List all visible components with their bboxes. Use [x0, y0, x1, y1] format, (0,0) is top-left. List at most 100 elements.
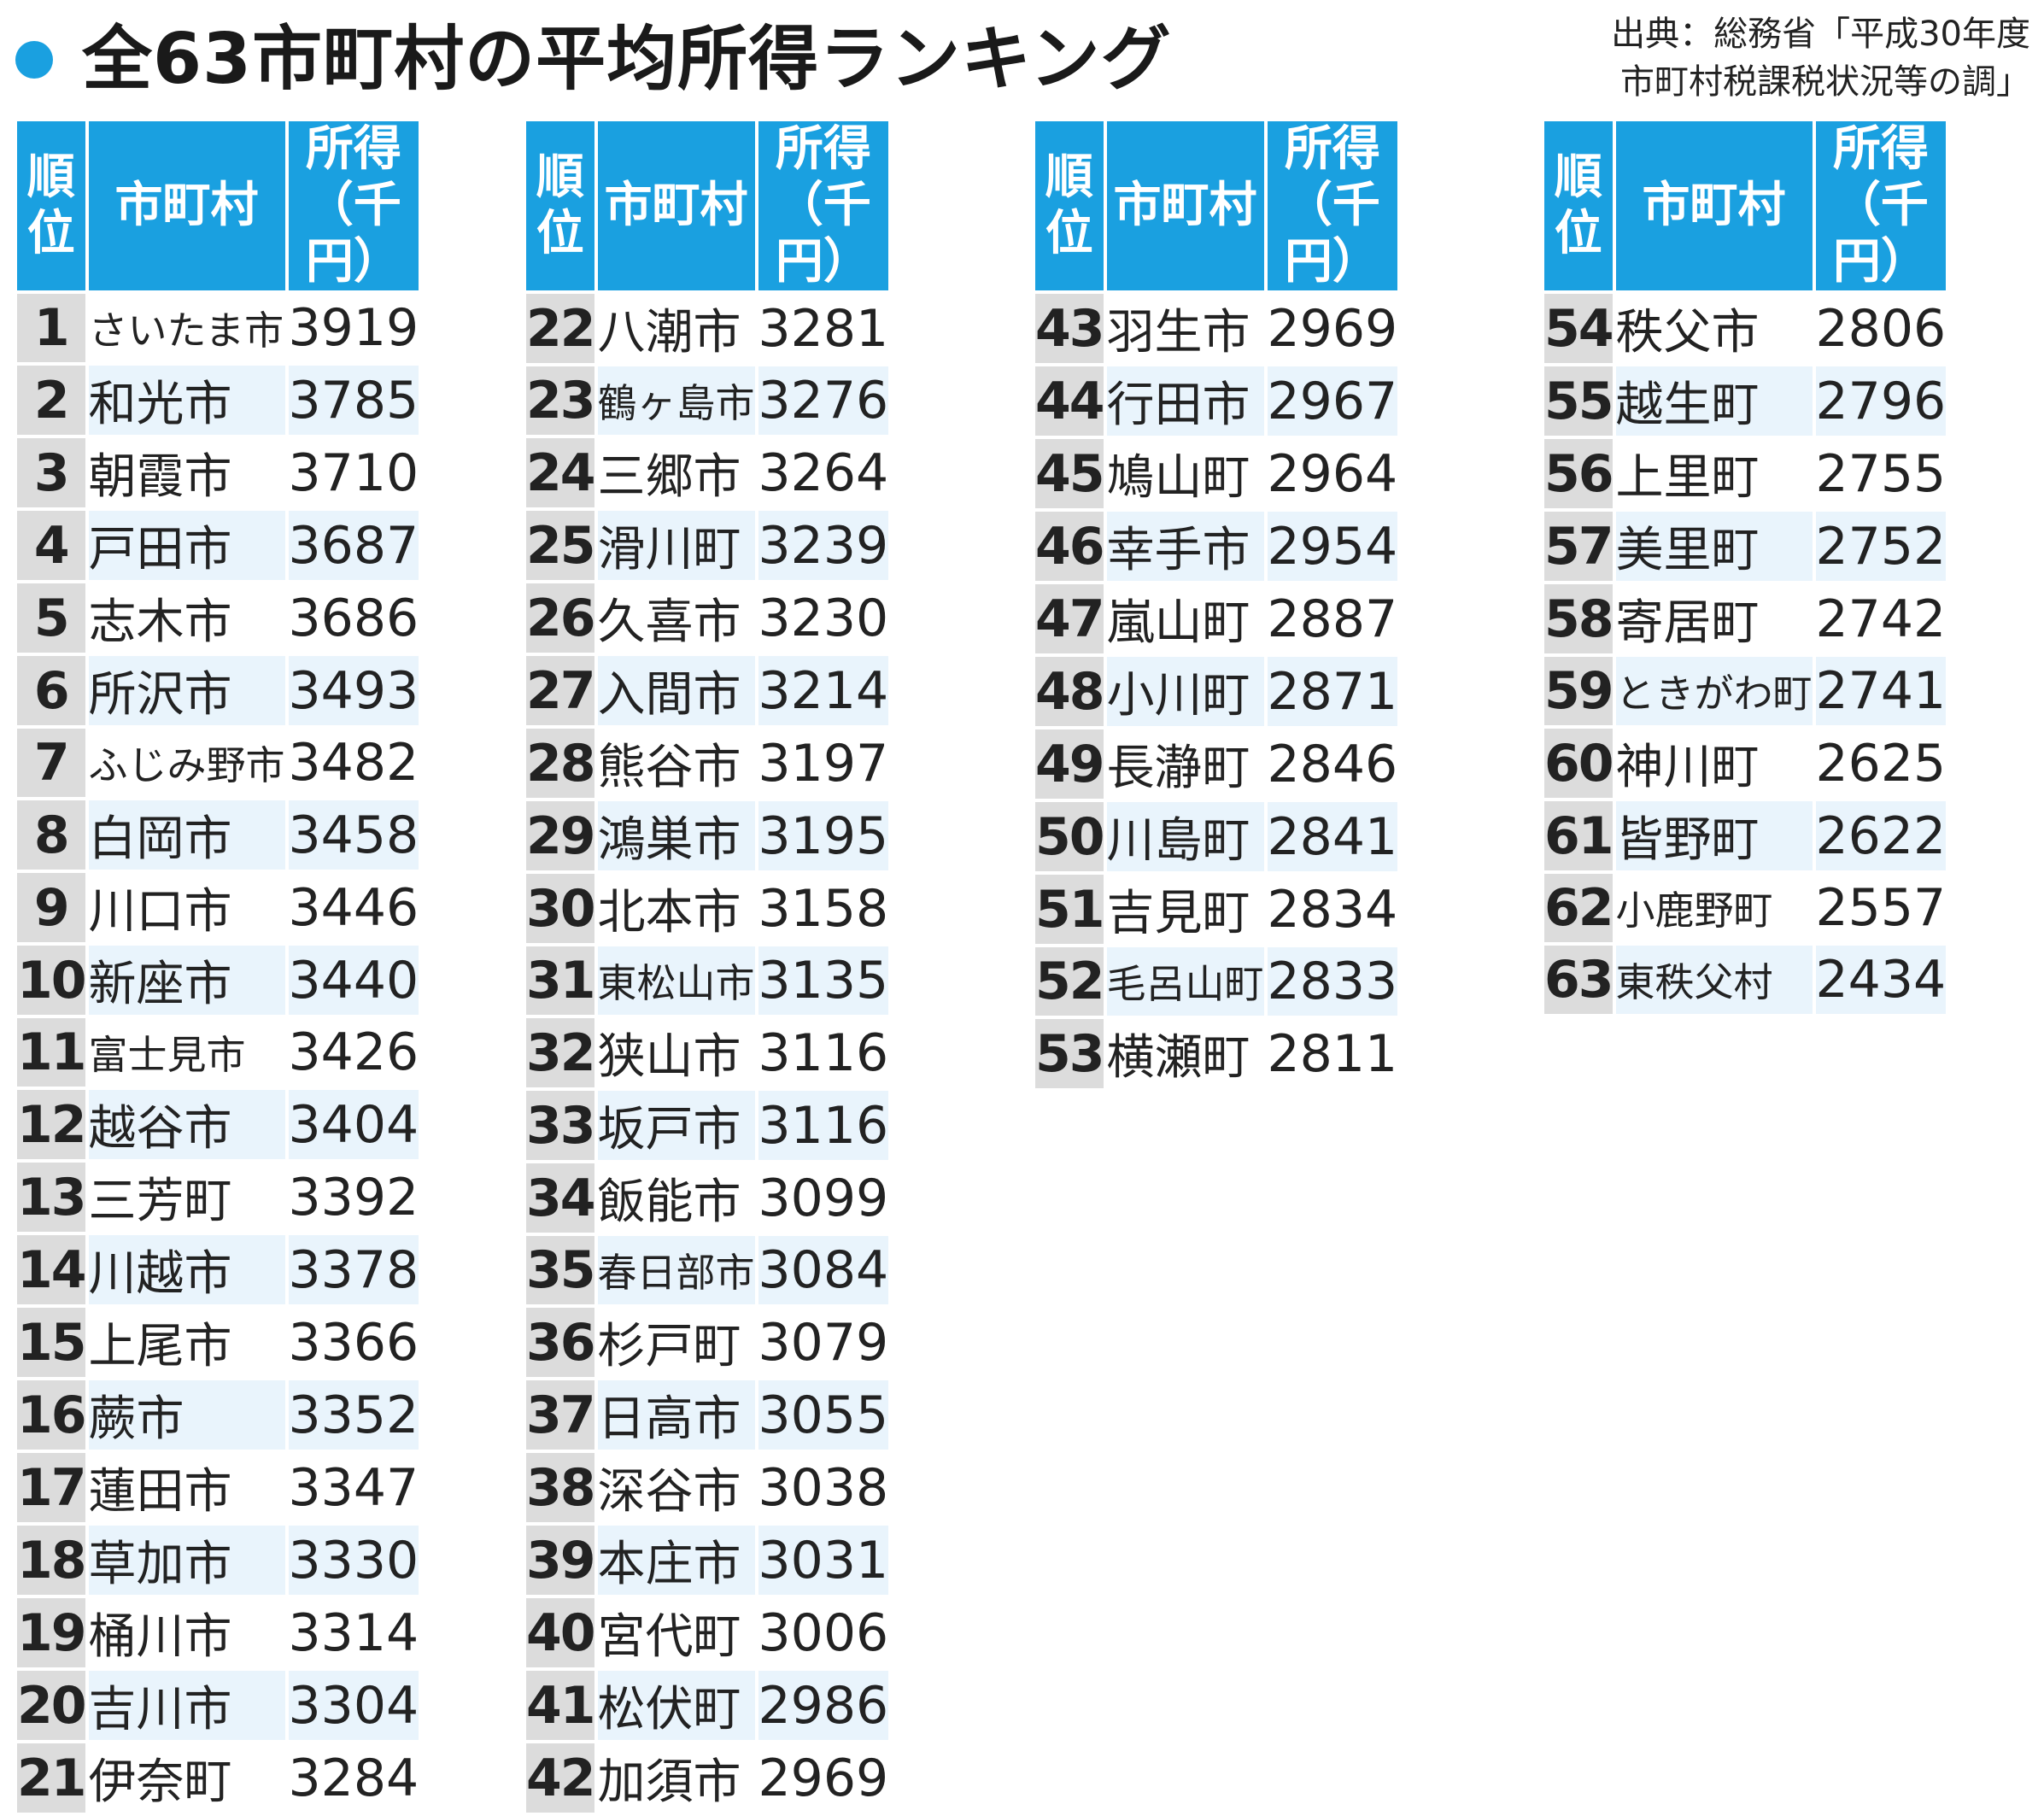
income-cell: 3687	[288, 511, 419, 580]
rank-cell: 33	[526, 1091, 595, 1160]
income-cell: 3031	[758, 1526, 889, 1595]
table-row: 40 宮代町 3006	[526, 1598, 888, 1667]
header-income: 所得 （千円）	[758, 121, 889, 290]
table-row: 55 越生町 2796	[1544, 366, 1947, 436]
income-cell: 2833	[1267, 947, 1398, 1016]
municipality-cell: ふじみ野市	[88, 742, 285, 788]
table-row: 50 川島町 2841	[1035, 802, 1398, 871]
municipality-cell: 越生町	[1615, 366, 1813, 436]
rank-cell: 47	[1035, 584, 1104, 653]
income-cell: 2557	[1815, 878, 1947, 938]
income-cell: 3352	[288, 1380, 419, 1450]
income-cell: 3304	[288, 1671, 419, 1740]
municipality-cell: 蕨市	[88, 1380, 285, 1450]
rank-cell: 35	[526, 1236, 595, 1304]
municipality-cell: 宮代町	[597, 1609, 741, 1665]
income-cell: 2806	[1815, 298, 1947, 359]
income-cell: 3686	[288, 588, 419, 648]
rank-cell: 23	[526, 366, 595, 435]
municipality-cell: 杉戸町	[597, 1319, 741, 1374]
rank-cell: 17	[17, 1453, 86, 1522]
municipality-cell: 川口市	[88, 884, 232, 940]
municipality-cell: 八潮市	[597, 305, 741, 360]
table-row: 20 吉川市 3304	[17, 1671, 419, 1740]
income-cell: 2969	[758, 1748, 889, 1808]
income-cell: 2871	[1267, 657, 1398, 726]
rank-cell: 52	[1035, 947, 1104, 1016]
income-cell: 2796	[1815, 366, 1947, 436]
municipality-cell: 皆野町	[1615, 801, 1813, 870]
income-cell: 2986	[758, 1671, 889, 1740]
rank-cell: 34	[526, 1163, 595, 1233]
income-cell: 3084	[758, 1236, 889, 1304]
rank-cell: 14	[17, 1235, 86, 1304]
rank-cell: 50	[1035, 802, 1104, 871]
rank-cell: 53	[1035, 1019, 1104, 1088]
rank-cell: 1	[17, 294, 85, 362]
municipality-cell: 富士見市	[88, 1032, 246, 1078]
table-row: 26 久喜市 3230	[526, 583, 888, 653]
municipality-cell: 加須市	[597, 1754, 741, 1810]
income-cell: 2887	[1267, 589, 1398, 649]
municipality-cell: 桶川市	[88, 1609, 232, 1665]
income-cell: 3135	[758, 946, 889, 1015]
rank-cell: 27	[526, 656, 595, 725]
income-cell: 2841	[1267, 802, 1398, 871]
header-municipality: 市町村	[1106, 121, 1264, 290]
table-row: 10 新座市 3440	[17, 946, 419, 1015]
municipality-cell: 毛呂山町	[1106, 947, 1264, 1016]
municipality-cell: 幸手市	[1106, 512, 1264, 581]
table-row: 37 日高市 3055	[526, 1380, 889, 1450]
table-row: 6 所沢市 3493	[17, 656, 419, 725]
income-cell: 2752	[1815, 512, 1947, 581]
table-row: 59 ときがわ町 2741	[1544, 657, 1947, 725]
income-cell: 3440	[288, 946, 419, 1015]
income-cell: 3919	[288, 298, 419, 358]
municipality-cell: 草加市	[88, 1526, 285, 1595]
rank-cell: 4	[17, 511, 85, 580]
income-cell: 3079	[758, 1312, 889, 1373]
table-row: 60 神川町 2625	[1544, 729, 1946, 798]
municipality-cell: 久喜市	[597, 595, 741, 650]
municipality-cell: 深谷市	[597, 1464, 741, 1520]
table-row: 33 坂戸市 3116	[526, 1091, 889, 1160]
income-cell: 2834	[1267, 879, 1398, 940]
rank-cell: 13	[17, 1163, 86, 1232]
rank-cell: 7	[17, 729, 85, 797]
table-row: 5 志木市 3686	[17, 583, 419, 653]
rank-cell: 20	[17, 1671, 86, 1740]
municipality-cell: 秩父市	[1615, 305, 1760, 360]
table-row: 61 皆野町 2622	[1544, 801, 1947, 870]
rank-cell: 36	[526, 1308, 595, 1377]
table-row: 1 さいたま市 3919	[17, 294, 419, 362]
header-income-line-1: 所得	[305, 121, 401, 177]
municipality-cell: 伊奈町	[88, 1754, 232, 1810]
table-row: 56 上里町 2755	[1544, 439, 1946, 508]
income-cell: 3158	[758, 878, 889, 939]
table-row: 14 川越市 3378	[17, 1235, 419, 1304]
rank-cell: 59	[1544, 657, 1614, 725]
header-income-line-1: 所得	[1284, 121, 1380, 177]
rank-cell: 28	[526, 729, 595, 798]
table-row: 2 和光市 3785	[17, 366, 419, 435]
rank-cell: 37	[526, 1380, 595, 1450]
income-cell: 3055	[758, 1380, 889, 1450]
table-row: 15 上尾市 3366	[17, 1308, 419, 1377]
table-row: 35 春日部市 3084	[526, 1236, 889, 1304]
income-cell: 2967	[1267, 366, 1398, 436]
rank-cell: 16	[17, 1380, 86, 1450]
income-cell: 3239	[758, 511, 889, 580]
rank-cell: 24	[526, 438, 595, 507]
municipality-cell: 三芳町	[88, 1174, 232, 1229]
table-row: 41 松伏町 2986	[526, 1671, 889, 1740]
header-income: 所得 （千円）	[1267, 121, 1398, 290]
table-row: 29 鴻巣市 3195	[526, 801, 889, 870]
income-cell: 3378	[288, 1235, 419, 1304]
income-cell: 3116	[758, 1091, 889, 1160]
table-row: 48 小川町 2871	[1035, 657, 1398, 726]
header-municipality: 市町村	[597, 121, 755, 290]
table-row: 44 行田市 2967	[1035, 366, 1398, 436]
bullet-dot-icon	[15, 41, 53, 79]
income-cell: 2625	[1815, 733, 1947, 794]
municipality-cell: 鴻巣市	[597, 801, 755, 870]
